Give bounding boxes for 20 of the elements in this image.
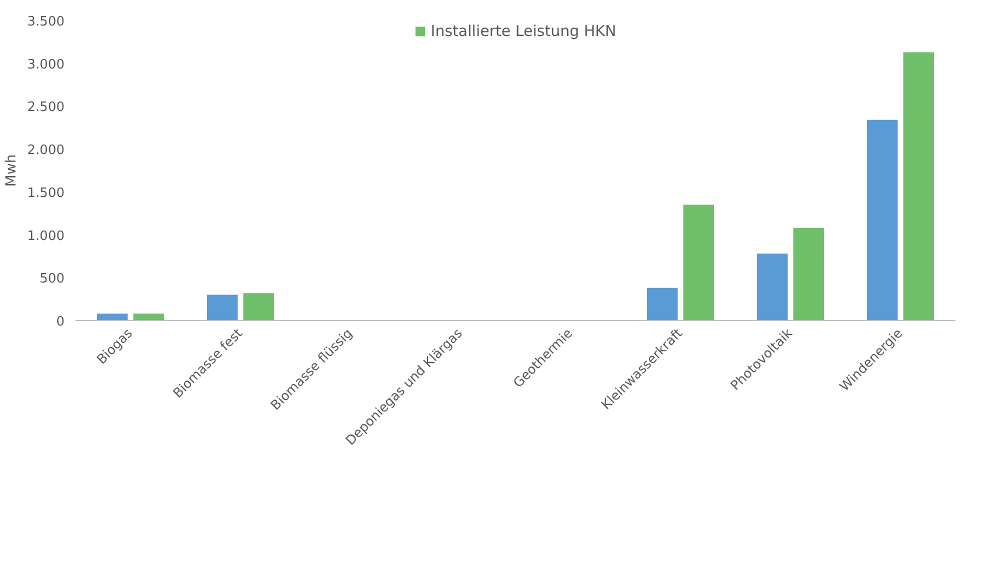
y-tick-label: 500 [40, 272, 65, 287]
bar [683, 204, 714, 320]
bar [96, 314, 128, 320]
legend-label: Installierte Leistung HKN [430, 22, 616, 40]
y-tick-label: 1.500 [27, 186, 64, 201]
y-axis-title: Mwh [3, 154, 20, 187]
bar [646, 288, 678, 320]
y-tick-label: 3.500 [27, 14, 64, 30]
y-tick-label: 0 [56, 314, 65, 330]
bar [206, 294, 238, 320]
bar [756, 254, 788, 320]
y-tick-label: 1.000 [27, 228, 64, 244]
y-tick-label: 3.000 [27, 57, 64, 72]
y-tick-label: 2.500 [27, 100, 64, 116]
bar [903, 52, 934, 320]
bar [243, 293, 274, 320]
y-tick-label: 2.000 [27, 143, 64, 158]
bar [133, 314, 164, 320]
bar [793, 228, 824, 320]
bar [866, 120, 898, 320]
